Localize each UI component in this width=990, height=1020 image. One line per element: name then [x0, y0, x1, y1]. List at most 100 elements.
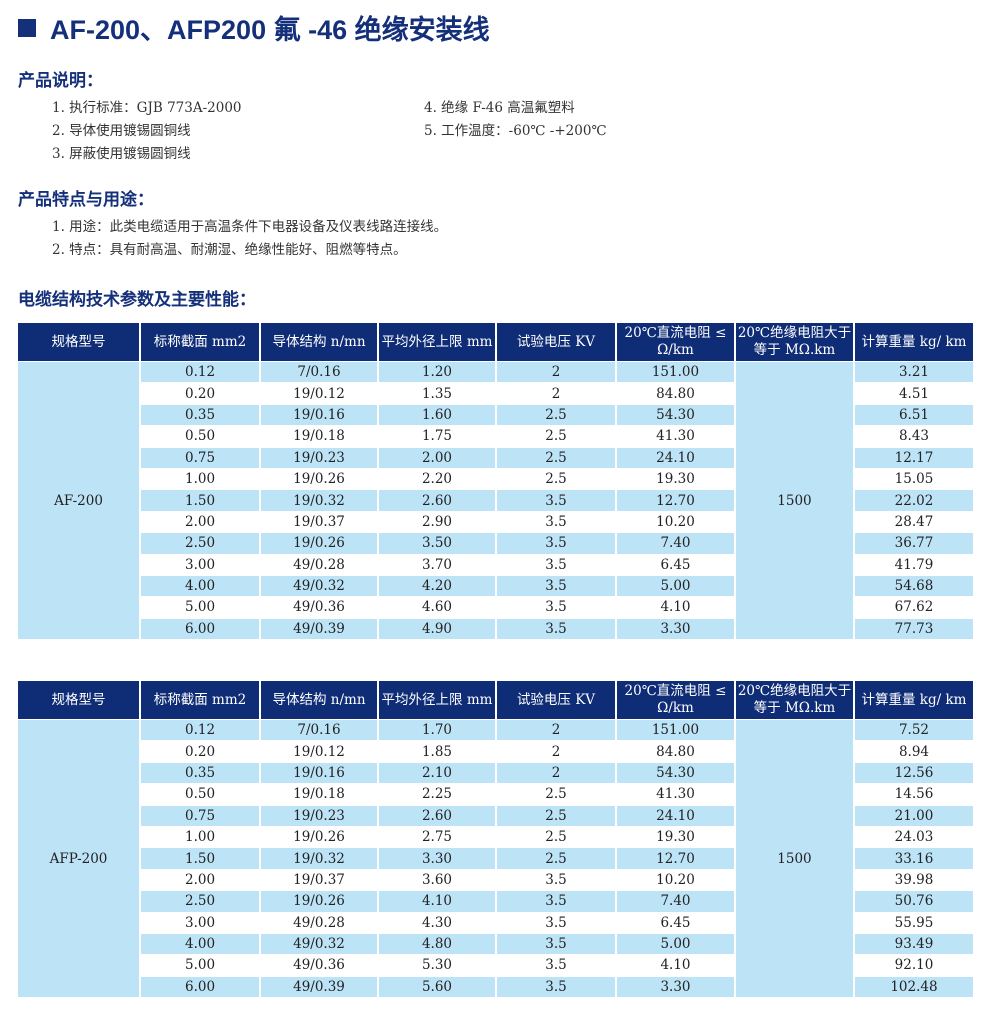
column-header: 20℃直流电阻 ≤ Ω/km [616, 681, 734, 719]
table-cell: 12.70 [616, 490, 734, 511]
column-header: 计算重量 kg/ km [854, 323, 973, 361]
table-cell: 3.5 [496, 533, 615, 554]
table-cell: 4.10 [379, 891, 495, 912]
table-cell: 1.35 [421, 385, 453, 402]
table-cell: 49/0.39 [261, 976, 377, 998]
table-cell: 5.60 [379, 976, 495, 998]
table-cell: 2.00 [184, 871, 216, 888]
table-header: 规格型号 标称截面 mm2 导体结构 n/mn 平均外径上限 mm 试验电压 KV 20℃… [18, 323, 973, 361]
table-cell: 22.02 [854, 490, 973, 511]
table-cell: 41.79 [894, 556, 934, 573]
table-row: AF-200 0.12 7/0.16 1.20 2 151.00 1500 3.21 [18, 362, 973, 640]
table-row: 0.75 19/0.23 2.00 2.5 24.10 12.17 [18, 447, 973, 468]
table-row: 1.50 19/0.32 2.60 3.5 12.70 22.02 [18, 490, 973, 511]
table-row: 1.00 19/0.26 2.20 2.5 19.30 15.05 [18, 469, 973, 489]
column-header: 规格型号 [18, 323, 140, 361]
table-row: 5.00 49/0.36 5.30 3.5 4.10 92.10 [18, 955, 973, 975]
table-cell: 1.60 [379, 404, 495, 426]
table-cell: 7/0.16 [261, 720, 377, 741]
table-cell: 2.25 [421, 786, 453, 803]
table-cell: 3.30 [616, 618, 734, 640]
table-cell: 2.5 [545, 471, 567, 488]
table-cell: 3.5 [545, 513, 567, 530]
table-cell: 5.00 [184, 957, 216, 974]
description-item: 3. 屏蔽使用镀锡圆铜线 [52, 146, 191, 162]
table-cell: 2.75 [421, 829, 453, 846]
table-row: 0.35 19/0.16 1.60 2.5 54.30 6.51 [18, 404, 973, 426]
table-row: 2.00 19/0.37 3.60 3.5 10.20 39.98 [18, 870, 973, 890]
table-cell: 3.5 [496, 618, 615, 640]
table-cell: 36.77 [854, 533, 973, 554]
table-cell: 0.50 [184, 428, 216, 445]
table-cell: 49/0.36 [293, 599, 345, 616]
table-cell: 3.5 [545, 914, 567, 931]
table-cell: 84.80 [656, 743, 695, 760]
table-cell: 12.70 [616, 848, 734, 869]
column-header: 平均外径上限 mm [379, 681, 495, 719]
spec-table-afp200: 规格型号 标称截面 mm2 导体结构 n/mn 平均外径上限 mm 试验电压 KV 20℃… [16, 680, 975, 998]
table-row: 2.50 19/0.26 4.10 3.5 7.40 50.76 [18, 891, 973, 912]
table-cell: 2.5 [496, 848, 615, 869]
table-cell: 0.75 [141, 447, 260, 468]
column-header: 标称截面 mm2 [141, 323, 260, 361]
table-cell: 1.50 [141, 490, 260, 511]
table-cell: 3.60 [421, 871, 453, 888]
table-row: 0.50 19/0.18 2.25 2.5 41.30 14.56 [18, 784, 973, 804]
table-cell: 19.30 [656, 471, 695, 488]
page-title: AF-200、AFP200 氟 -46 绝缘安装线 [18, 8, 490, 47]
table-cell: 19/0.23 [261, 805, 377, 826]
table-row: 0.20 19/0.12 1.85 2 84.80 8.94 [18, 741, 973, 761]
table-row: 0.20 19/0.12 1.35 2 84.80 4.51 [18, 383, 973, 403]
description-item: 2. 导体使用镀锡圆铜线 [52, 123, 191, 139]
table-cell: 2 [496, 762, 615, 784]
table-cell: 2.50 [141, 533, 260, 554]
table-cell: 12.17 [854, 447, 973, 468]
table-cell: 2 [496, 720, 615, 741]
model-cell: AFP-200 [18, 720, 140, 998]
table-cell: 6.00 [141, 976, 260, 998]
table-cell: 0.20 [184, 385, 216, 402]
features-item: 2. 特点：具有耐高温、耐潮湿、绝缘性能好、阻燃等特点。 [52, 242, 407, 258]
table-cell: 24.10 [616, 805, 734, 826]
table-row: 4.00 49/0.32 4.80 3.5 5.00 93.49 [18, 933, 973, 955]
table-cell: 3.5 [545, 871, 567, 888]
table-cell: 39.98 [894, 871, 934, 888]
table-cell: 1.70 [379, 720, 495, 741]
table-cell: 2 [496, 362, 615, 383]
table-cell: 0.12 [141, 362, 260, 383]
table-cell: 4.51 [898, 385, 929, 402]
table-cell: 19/0.16 [261, 762, 377, 784]
table-cell: 19/0.16 [261, 404, 377, 426]
table-cell: 3.50 [379, 533, 495, 554]
table-cell: 3.00 [184, 556, 216, 573]
table-cell: 19/0.26 [293, 829, 345, 846]
table-cell: 0.75 [141, 805, 260, 826]
column-header: 平均外径上限 mm [379, 323, 495, 361]
table-cell: 49/0.28 [293, 914, 345, 931]
column-header: 20℃直流电阻 ≤ Ω/km [616, 323, 734, 361]
table-cell: 4.80 [379, 933, 495, 955]
table-cell: 2.00 [379, 447, 495, 468]
table-row: 3.00 49/0.28 4.30 3.5 6.45 55.95 [18, 913, 973, 933]
table-cell: 6.45 [660, 914, 691, 931]
table-cell: 49/0.39 [261, 618, 377, 640]
table-cell: 2.5 [545, 829, 567, 846]
table-cell: 3.5 [545, 957, 567, 974]
description-heading: 产品说明： [18, 71, 103, 91]
table-row: 5.00 49/0.36 4.60 3.5 4.10 67.62 [18, 597, 973, 617]
table-cell: 24.10 [616, 447, 734, 468]
table-cell: 14.56 [894, 786, 934, 803]
column-header: 规格型号 [18, 681, 140, 719]
table-cell: 3.5 [496, 891, 615, 912]
title-text: AF-200、AFP200 氟 -46 绝缘安装线 [50, 15, 490, 45]
table-cell: 3.5 [496, 933, 615, 955]
table-cell: 50.76 [854, 891, 973, 912]
table-cell: 54.30 [616, 404, 734, 426]
table-cell: 2.5 [545, 428, 567, 445]
table-cell: 28.47 [894, 513, 934, 530]
table-cell: 3.5 [545, 556, 567, 573]
table-cell: 4.20 [379, 575, 495, 597]
spec-table-af200: 规格型号 标称截面 mm2 导体结构 n/mn 平均外径上限 mm 试验电压 KV 20℃… [16, 322, 975, 640]
table-row: 4.00 49/0.32 4.20 3.5 5.00 54.68 [18, 575, 973, 597]
table-cell: 3.21 [854, 362, 973, 383]
